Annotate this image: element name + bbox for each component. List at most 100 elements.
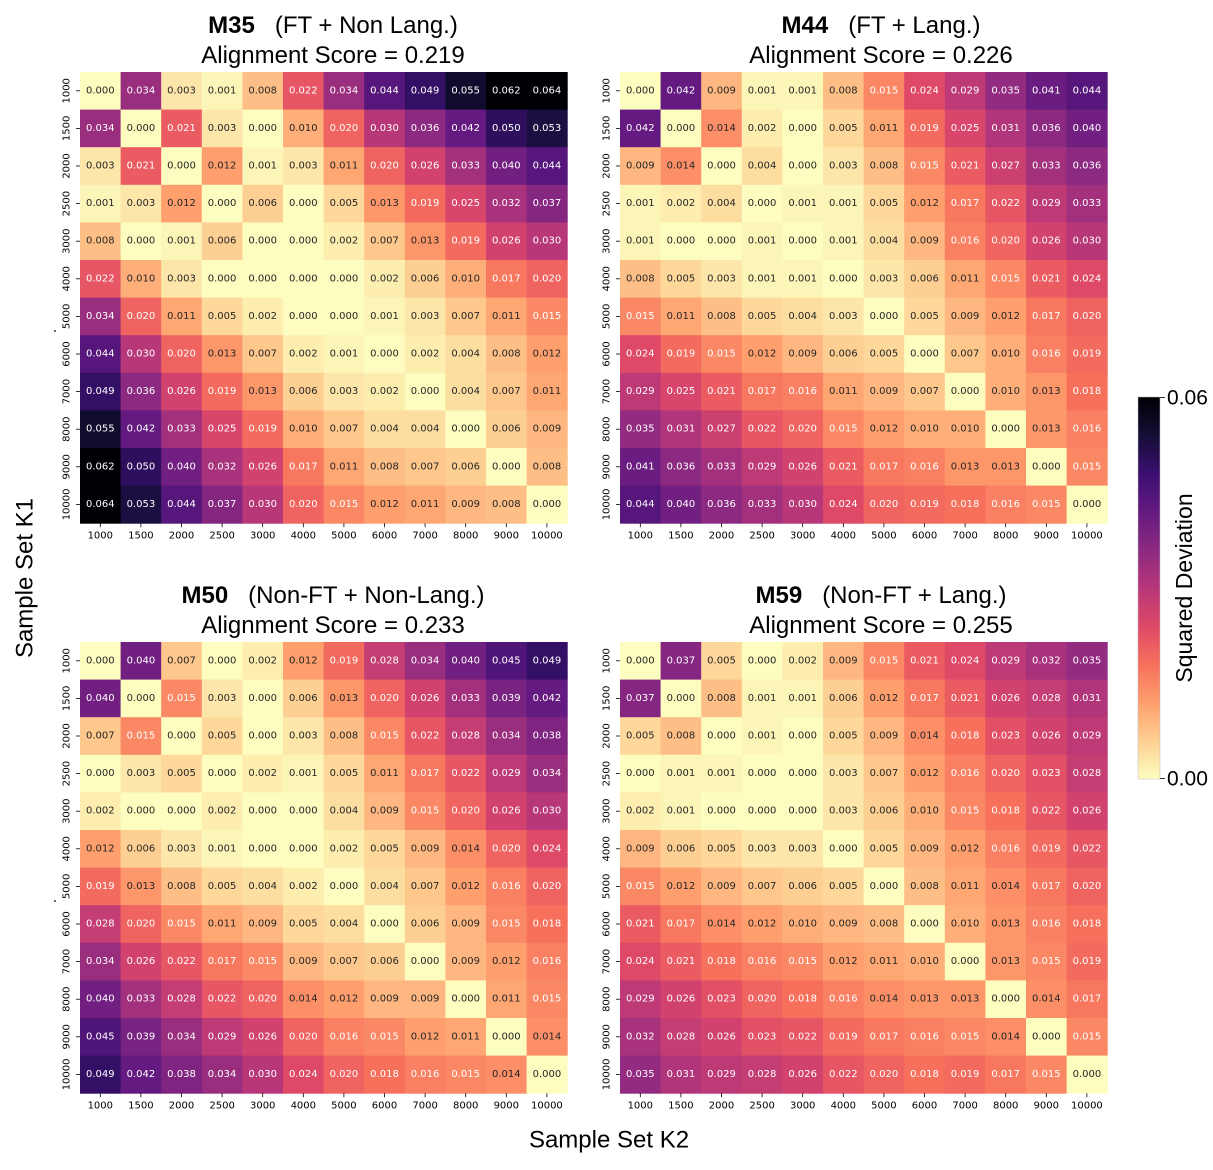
colorbar: 0.06 0.00 Squared Deviation	[1137, 387, 1208, 791]
cell-value-m50-r7-c0: 0.028	[86, 919, 115, 930]
cell-m50-r7-c9	[445, 905, 487, 944]
cell-value-m35-r1-c10: 0.050	[492, 123, 521, 134]
cell-m59-r3-c4	[782, 754, 824, 793]
cell-m35-r7-c6	[323, 335, 365, 374]
cell-value-m59-r4-c1: 0.001	[667, 806, 696, 817]
cell-m59-r1-c8	[944, 679, 986, 718]
cell-value-m44-r3-c10: 0.029	[1032, 198, 1061, 209]
cell-m35-r10-c8	[404, 448, 446, 487]
cell-value-m44-r10-c2: 0.033	[707, 461, 736, 472]
cell-m50-r7-c11	[526, 905, 568, 944]
cell-value-m59-r10-c0: 0.032	[626, 1031, 655, 1042]
condition-m59: (Non-FT + Lang.)	[822, 582, 1006, 609]
cell-m59-r10-c6	[863, 1018, 905, 1057]
cell-value-m44-r7-c4: 0.009	[788, 349, 817, 360]
cell-value-m50-r3-c9: 0.022	[451, 768, 480, 779]
cell-m50-r1-c3	[201, 679, 243, 718]
cell-value-m50-r2-c9: 0.028	[451, 731, 480, 742]
cell-m59-r8-c1	[660, 942, 702, 981]
cell-value-m59-r9-c1: 0.026	[667, 994, 696, 1005]
cell-value-m44-r2-c6: 0.008	[870, 161, 899, 172]
cell-m44-r11-c9	[985, 485, 1027, 524]
cell-m59-r5-c11	[1066, 830, 1108, 869]
cell-m44-r11-c0	[620, 485, 662, 524]
cell-m35-r1-c4	[242, 109, 284, 148]
cell-value-m59-r0-c1: 0.037	[667, 655, 696, 666]
cell-value-m44-r1-c0: 0.042	[626, 123, 655, 134]
cell-m50-r2-c11	[526, 717, 568, 756]
cell-value-m35-r11-c4: 0.030	[248, 499, 277, 510]
cell-m50-r11-c3	[201, 1055, 243, 1094]
x-tick-label-m35-3: 2500	[209, 531, 234, 542]
cell-value-m44-r5-c4: 0.001	[788, 273, 817, 284]
cell-value-m59-r3-c6: 0.007	[870, 768, 899, 779]
x-tick-label-m44-3: 2500	[749, 531, 774, 542]
cell-value-m44-r4-c9: 0.020	[991, 236, 1020, 247]
cell-value-m44-r6-c11: 0.020	[1073, 311, 1102, 322]
cell-value-m59-r3-c5: 0.003	[829, 768, 858, 779]
cell-value-m35-r8-c9: 0.004	[451, 386, 480, 397]
cell-m50-r6-c2	[161, 867, 203, 906]
cell-m59-r6-c8	[944, 867, 986, 906]
cell-value-m35-r6-c9: 0.007	[451, 311, 480, 322]
x-tick-label-m59-9: 8000	[993, 1101, 1018, 1112]
cell-value-m35-r8-c0: 0.049	[86, 386, 115, 397]
x-tick-label-m44-7: 6000	[912, 531, 937, 542]
cell-value-m44-r2-c8: 0.021	[951, 161, 980, 172]
cell-value-m35-r9-c5: 0.010	[289, 424, 318, 435]
cell-m59-r1-c1	[660, 679, 702, 718]
heatmap-m50: 0.000 0.040 0.007 0.000 0.002 0.012 0.019 0.028…	[62, 642, 568, 1112]
cell-m59-r10-c4	[782, 1018, 824, 1057]
x-tick-label-m59-5: 4000	[831, 1101, 856, 1112]
cell-m50-r9-c8	[404, 980, 446, 1019]
cell-m50-r3-c4	[242, 754, 284, 793]
cell-value-m35-r10-c7: 0.008	[370, 461, 399, 472]
cell-value-m35-r11-c7: 0.012	[370, 499, 399, 510]
cell-value-m44-r5-c10: 0.021	[1032, 273, 1061, 284]
cell-m50-r2-c0	[80, 717, 122, 756]
cell-m35-r6-c4	[242, 297, 284, 336]
cell-value-m35-r5-c10: 0.017	[492, 273, 521, 284]
cell-value-m50-r0-c0: 0.000	[86, 655, 115, 666]
cell-value-m50-r2-c7: 0.015	[370, 731, 399, 742]
cell-m59-r11-c8	[944, 1055, 986, 1094]
cell-m59-r8-c2	[701, 942, 743, 981]
cell-value-m50-r10-c9: 0.011	[451, 1031, 480, 1042]
cell-value-m44-r10-c1: 0.036	[667, 461, 696, 472]
cell-m50-r8-c11	[526, 942, 568, 981]
cell-value-m44-r7-c5: 0.006	[829, 349, 858, 360]
cell-m59-r7-c3	[741, 905, 783, 944]
cell-m59-r8-c10	[1026, 942, 1068, 981]
cell-m59-r6-c9	[985, 867, 1027, 906]
cell-value-m50-r5-c8: 0.009	[411, 843, 440, 854]
cell-value-m44-r9-c4: 0.020	[788, 424, 817, 435]
x-tick-label-m59-11: 10000	[1071, 1101, 1103, 1112]
cell-m44-r7-c4	[782, 335, 824, 374]
y-tick-label-m35-11: 10000	[62, 488, 73, 520]
cell-value-m59-r10-c4: 0.022	[788, 1031, 817, 1042]
cell-m59-r0-c11	[1066, 642, 1108, 681]
cell-m35-r11-c6	[323, 485, 365, 524]
cell-value-m35-r11-c0: 0.064	[86, 499, 115, 510]
cell-m50-r0-c8	[404, 642, 446, 681]
cell-m44-r0-c9	[985, 72, 1027, 111]
cell-value-m35-r7-c0: 0.044	[86, 349, 115, 360]
cell-value-m35-r7-c1: 0.030	[127, 349, 156, 360]
cell-m50-r8-c9	[445, 942, 487, 981]
cell-value-m50-r4-c11: 0.030	[533, 806, 562, 817]
cell-value-m44-r11-c5: 0.024	[829, 499, 858, 510]
cell-m44-r9-c11	[1066, 410, 1108, 449]
cell-value-m59-r3-c3: 0.000	[748, 768, 777, 779]
cell-value-m35-r0-c2: 0.003	[167, 85, 196, 96]
cell-value-m44-r2-c10: 0.033	[1032, 161, 1061, 172]
cell-value-m44-r9-c5: 0.015	[829, 424, 858, 435]
cell-value-m50-r11-c11: 0.000	[533, 1069, 562, 1080]
cell-m59-r11-c1	[660, 1055, 702, 1094]
cell-m44-r11-c7	[904, 485, 946, 524]
cell-m44-r7-c6	[863, 335, 905, 374]
y-tick-label-m50-1: 1500	[62, 686, 73, 711]
cell-m50-r3-c9	[445, 754, 487, 793]
cell-value-m59-r7-c0: 0.021	[626, 919, 655, 930]
cell-value-m44-r11-c2: 0.036	[707, 499, 736, 510]
